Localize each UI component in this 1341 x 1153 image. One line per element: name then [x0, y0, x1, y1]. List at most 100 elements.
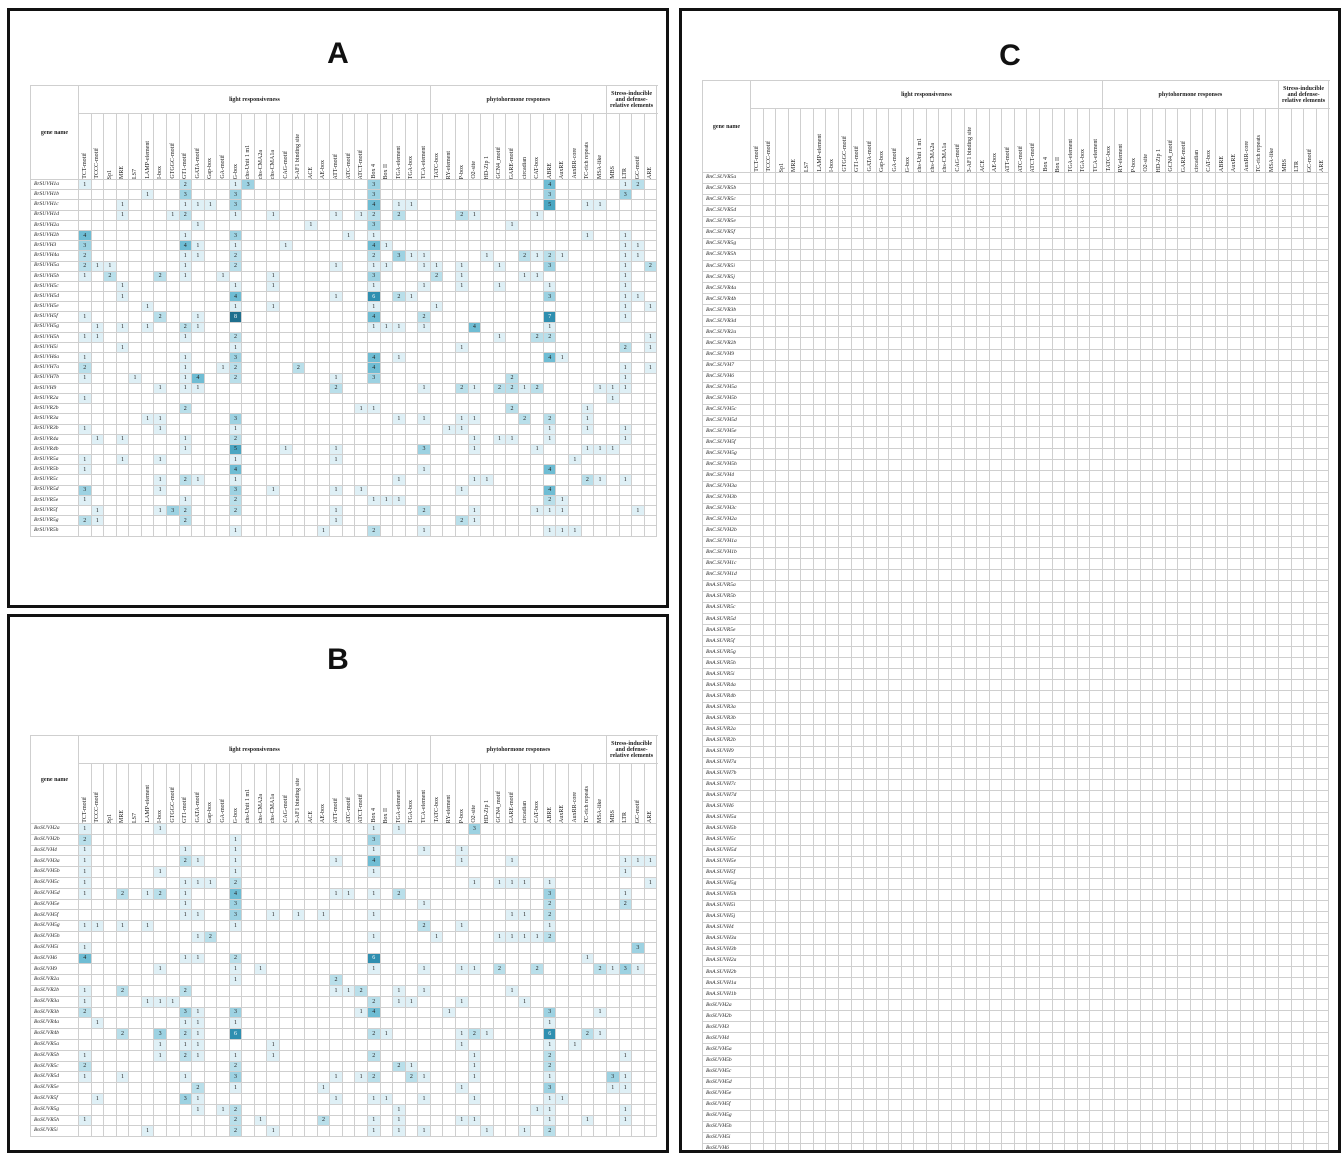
- count-cell: [279, 250, 293, 262]
- count-cell: [165, 270, 180, 282]
- count-cell: [203, 823, 218, 835]
- count-cell: [115, 1082, 130, 1094]
- count-cell: [1013, 403, 1028, 416]
- count-cell: [1051, 194, 1066, 207]
- count-cell: [1013, 227, 1028, 240]
- count-cell: [253, 952, 268, 965]
- count-cell: [1202, 480, 1216, 493]
- count-cell: [605, 952, 620, 965]
- motif-header: I-box: [153, 113, 167, 180]
- count-cell: 1: [417, 844, 431, 857]
- count-cell: [1265, 513, 1279, 527]
- count-cell: [900, 536, 915, 549]
- count-cell: 1: [593, 443, 607, 456]
- count-cell: [165, 474, 180, 486]
- table-row: BnC.SUVH5h: [702, 458, 1330, 471]
- count-cell: [203, 1017, 218, 1030]
- count-cell: [1089, 238, 1103, 251]
- count-cell: [1164, 315, 1179, 328]
- count-cell: [316, 219, 331, 231]
- count-cell: [1164, 502, 1179, 515]
- count-cell: [1076, 194, 1091, 207]
- count-cell: [341, 392, 356, 405]
- count-cell: [1252, 425, 1267, 438]
- count-cell: [605, 341, 620, 354]
- count-cell: [354, 301, 368, 313]
- count-cell: [1315, 326, 1330, 339]
- count-cell: [442, 974, 456, 986]
- count-cell: [279, 341, 293, 354]
- count-cell: [1089, 513, 1103, 527]
- count-cell: [1051, 326, 1066, 339]
- count-cell: [631, 876, 645, 889]
- count-cell: [78, 930, 92, 943]
- count-cell: [341, 321, 356, 333]
- count-cell: [775, 370, 789, 383]
- count-cell: [1001, 536, 1015, 549]
- count-cell: [900, 227, 915, 240]
- count-cell: [455, 291, 469, 303]
- count-cell: [1101, 425, 1116, 438]
- count-cell: [241, 887, 255, 900]
- count-cell: [90, 454, 105, 466]
- count-cell: [417, 392, 431, 405]
- count-cell: 2: [228, 1114, 243, 1127]
- count-cell: [1265, 524, 1279, 538]
- count-cell: [976, 436, 990, 449]
- count-cell: 1: [78, 876, 92, 889]
- count-cell: [1076, 536, 1091, 549]
- count-cell: [963, 194, 978, 207]
- count-cell: [429, 240, 444, 252]
- count-cell: [775, 524, 789, 538]
- count-cell: 3: [78, 484, 92, 496]
- motif-label: GCN4_motif: [1168, 140, 1175, 172]
- count-cell: 2: [542, 930, 557, 943]
- count-cell: [1089, 171, 1103, 185]
- count-cell: [593, 1125, 607, 1138]
- count-cell: [1152, 436, 1166, 449]
- count-cell: [988, 216, 1003, 229]
- count-cell: 1: [417, 280, 431, 293]
- table-row: BrSUVR5h 1 1 2 1 1 1 1: [30, 525, 658, 537]
- count-cell: [429, 362, 444, 374]
- count-cell: [115, 403, 130, 415]
- count-cell: 2: [228, 433, 243, 445]
- count-cell: [580, 963, 595, 976]
- gene-name-cell: BnC.SUVR5b: [702, 183, 751, 196]
- count-cell: [1214, 337, 1229, 350]
- count-cell: [1265, 480, 1279, 493]
- count-cell: [605, 887, 620, 900]
- count-cell: [140, 331, 155, 344]
- count-cell: [304, 1049, 318, 1062]
- count-cell: [153, 1092, 167, 1105]
- count-cell: [241, 1028, 255, 1040]
- count-cell: 2: [530, 382, 544, 394]
- count-cell: [1051, 293, 1066, 306]
- count-cell: [1139, 370, 1154, 383]
- count-cell: [455, 178, 469, 191]
- count-cell: [593, 311, 607, 323]
- count-cell: [517, 1049, 532, 1062]
- motif-label: circadian: [521, 157, 528, 179]
- count-cell: [1051, 271, 1066, 284]
- count-cell: 1: [228, 855, 243, 868]
- count-cell: [354, 855, 368, 868]
- count-cell: [1189, 370, 1204, 383]
- count-cell: [888, 282, 902, 295]
- count-cell: [1214, 392, 1229, 405]
- count-cell: [863, 194, 877, 207]
- count-cell: [442, 920, 456, 932]
- count-cell: 1: [253, 963, 268, 976]
- count-cell: [787, 271, 802, 284]
- count-cell: [762, 403, 777, 416]
- count-cell: [593, 844, 607, 857]
- count-cell: [379, 413, 394, 425]
- count-cell: 1: [366, 866, 381, 878]
- count-cell: [812, 524, 827, 538]
- count-cell: [875, 326, 890, 339]
- motif-header: Box 4: [366, 113, 381, 180]
- count-cell: [165, 219, 180, 231]
- count-cell: [505, 995, 519, 1008]
- count-cell: [568, 1049, 582, 1062]
- count-cell: 2: [392, 291, 406, 303]
